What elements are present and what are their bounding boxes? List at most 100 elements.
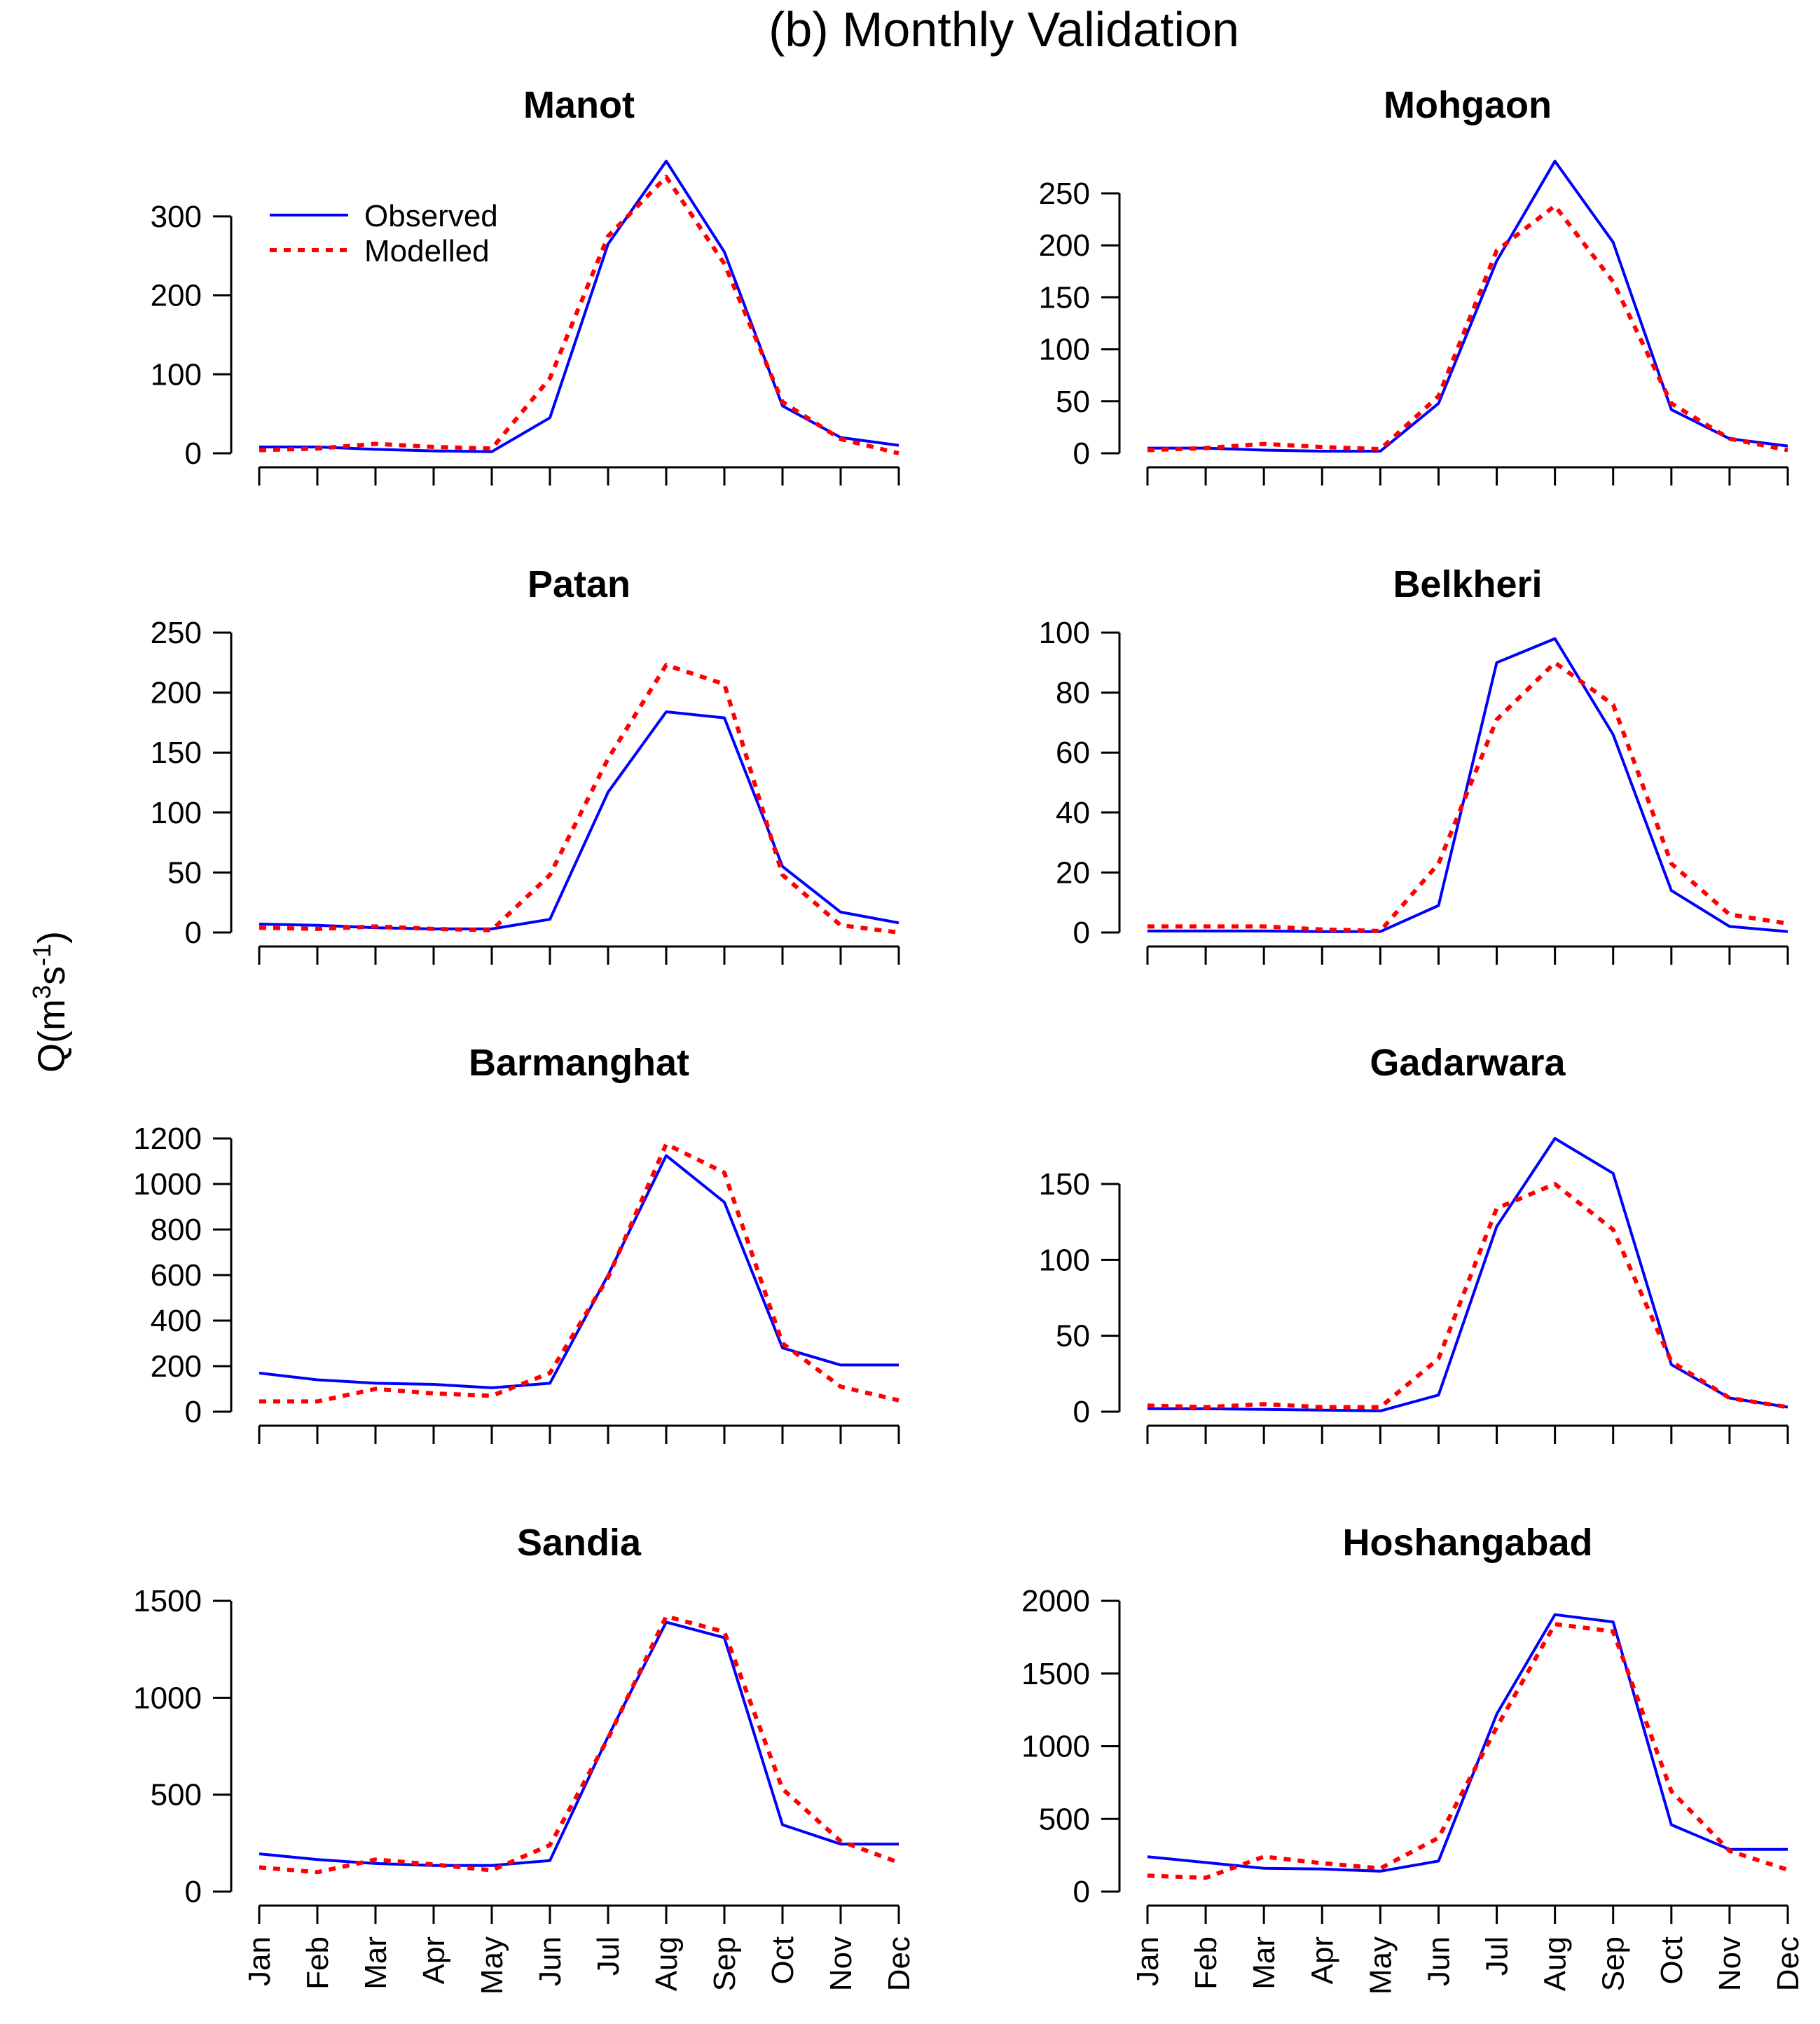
panel-title: Manot <box>523 84 635 126</box>
panel-patan: Patan 0 50 100 150 200 250 <box>151 563 900 965</box>
panel-belkheri: Belkheri 0 20 40 60 80 100 <box>1039 563 1789 965</box>
y-tick-label: 300 <box>151 200 202 234</box>
figure-title: (b) Monthly Validation <box>768 2 1239 57</box>
x-tick-label: Mar <box>1247 1936 1281 1990</box>
x-tick-label: Jan <box>242 1936 277 1986</box>
y-tick-label: 0 <box>185 1875 202 1909</box>
x-tick-label: Dec <box>882 1936 916 1991</box>
y-tick-label: 0 <box>185 436 202 471</box>
observed-line <box>259 160 899 453</box>
x-tick-label: Oct <box>766 1936 800 1984</box>
y-tick-label: 50 <box>1056 385 1090 419</box>
y-tick-label: 100 <box>1039 1243 1090 1277</box>
y-tick-label: 0 <box>185 916 202 950</box>
observed-line <box>258 1154 899 1389</box>
panel-title: Belkheri <box>1393 563 1542 605</box>
y-tick-label: 150 <box>1039 280 1090 315</box>
panel-gadarwara: Gadarwara 0 50 100 150 <box>1039 1042 1789 1444</box>
panel-title: Barmanghat <box>469 1042 689 1084</box>
y-tick-label: 150 <box>151 736 202 770</box>
panel-title: Hoshangabad <box>1342 1522 1592 1564</box>
y-axis-label-base: Q(m <box>31 999 73 1073</box>
x-tick-label: Nov <box>1713 1936 1747 1991</box>
y-tick-label: 0 <box>185 1395 202 1429</box>
y-tick-label: 40 <box>1056 796 1090 830</box>
x-tick-label: May <box>1363 1936 1398 1995</box>
panel-title: Gadarwara <box>1370 1042 1566 1084</box>
observed-line <box>1147 1137 1788 1412</box>
x-tick-label: Apr <box>417 1936 451 1984</box>
modelled-line <box>1147 1622 1788 1880</box>
panel-hoshangabad: Hoshangabad 0 500 1000 1500 2000 Jan Feb Mar Apr M… <box>1021 1522 1805 1995</box>
x-tick-label: Jul <box>591 1936 626 1976</box>
y-tick-label: 20 <box>1056 855 1090 890</box>
y-axis-label-superscript-1: 3 <box>27 985 56 999</box>
y-tick-label: 50 <box>1056 1319 1090 1354</box>
y-tick-label: 800 <box>151 1213 202 1247</box>
panel-title: Sandia <box>517 1522 642 1564</box>
y-tick-label: 50 <box>167 855 202 890</box>
y-axis-label-superscript-2: -1 <box>27 944 56 966</box>
observed-line <box>258 710 899 930</box>
y-tick-label: 1500 <box>133 1584 202 1618</box>
observed-line <box>1147 1613 1788 1873</box>
x-tick-label: Jan <box>1131 1936 1165 1986</box>
y-tick-label: 100 <box>1039 333 1090 367</box>
x-tick-label: Jun <box>1421 1936 1456 1986</box>
x-tick-label: Dec <box>1771 1936 1805 1991</box>
x-tick-label: Oct <box>1655 1936 1689 1984</box>
y-tick-label: 600 <box>151 1258 202 1293</box>
panel-sandia: Sandia 0 500 1000 1500 Jan Feb Mar Apr May Jun Jul A… <box>133 1522 916 1995</box>
panel-mohgaon: Mohgaon 0 50 100 150 200 250 <box>1039 84 1789 486</box>
panels: Manot0100200300Mohgaon050100150200250Pat… <box>133 84 1805 1995</box>
y-tick-label: 150 <box>1039 1167 1090 1202</box>
x-tick-label: May <box>475 1936 509 1995</box>
y-tick-label: 0 <box>1073 1875 1090 1909</box>
y-tick-label: 250 <box>1039 177 1090 211</box>
y-tick-label: 0 <box>1073 436 1090 471</box>
x-tick-label: Jun <box>533 1936 567 1986</box>
y-tick-label: 1000 <box>1021 1730 1090 1764</box>
y-tick-label: 250 <box>151 616 202 650</box>
legend-modelled-label: Modelled <box>364 234 490 268</box>
y-tick-label: 80 <box>1056 676 1090 710</box>
x-tick-label: Feb <box>301 1936 335 1990</box>
y-tick-label: 100 <box>151 796 202 830</box>
y-tick-label: 60 <box>1056 736 1090 770</box>
observed-line <box>1147 160 1788 453</box>
y-tick-label: 200 <box>1039 228 1090 263</box>
modelled-line <box>1147 660 1788 933</box>
y-axis-label-s: s <box>31 966 73 985</box>
y-axis-label: Q(m3s-1) <box>27 931 73 1073</box>
panel-title: Mohgaon <box>1384 84 1552 126</box>
x-tick-label: Mar <box>359 1936 393 1990</box>
y-tick-label: 100 <box>151 357 202 392</box>
panel-manot: Manot 0 100 200 300 <box>151 84 900 486</box>
panel-title: Patan <box>528 563 630 605</box>
x-tick-label: Aug <box>1538 1936 1573 1991</box>
observed-line <box>258 1620 899 1867</box>
y-tick-label: 200 <box>151 1349 202 1384</box>
x-tick-label: Aug <box>649 1936 684 1991</box>
y-axis-label-close: ) <box>31 931 73 944</box>
y-tick-label: 400 <box>151 1304 202 1338</box>
y-tick-label: 1200 <box>133 1122 202 1156</box>
x-tick-label: Feb <box>1189 1936 1223 1990</box>
y-tick-label: 200 <box>151 676 202 710</box>
y-tick-label: 100 <box>1039 616 1090 650</box>
observed-line <box>1147 637 1788 933</box>
modelled-line <box>1147 1182 1788 1410</box>
panel-barmanghat: Barmanghat 0 200 400 600 800 1000 1200 <box>133 1042 900 1444</box>
y-tick-label: 1000 <box>133 1681 202 1715</box>
x-tick-label: Nov <box>824 1936 858 1991</box>
y-tick-label: 0 <box>1073 1395 1090 1429</box>
y-tick-label: 500 <box>1039 1802 1090 1836</box>
y-tick-label: 500 <box>151 1778 202 1812</box>
y-tick-label: 0 <box>1073 916 1090 950</box>
y-tick-label: 2000 <box>1021 1584 1090 1618</box>
y-tick-label: 200 <box>151 279 202 313</box>
y-tick-label: 1000 <box>133 1167 202 1202</box>
